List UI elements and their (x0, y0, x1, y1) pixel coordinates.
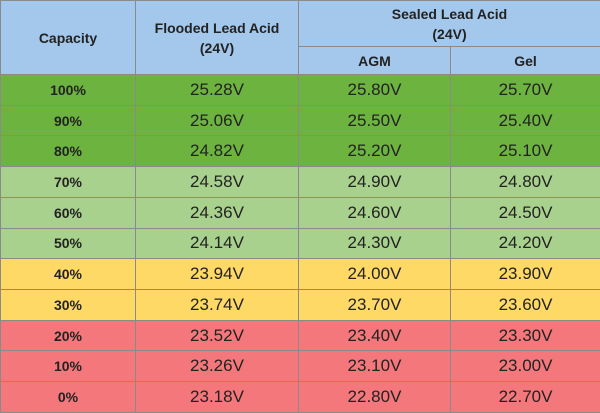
voltage-cell: 25.06V (135, 104, 299, 137)
voltage-cell: 25.80V (298, 74, 451, 106)
voltage-cell: 24.80V (449, 166, 600, 198)
table-header: Capacity Flooded Lead Acid (24V) Sealed … (0, 0, 600, 75)
voltage-cell: 24.00V (298, 258, 451, 291)
voltage-cell: 24.20V (449, 227, 600, 260)
voltage-cell: 22.70V (449, 381, 600, 413)
voltage-cell: 23.00V (449, 350, 600, 383)
capacity-cell: 80% (0, 135, 136, 168)
capacity-cell: 0% (0, 381, 136, 413)
voltage-cell: 25.50V (298, 104, 451, 137)
voltage-cell: 24.50V (449, 196, 600, 229)
capacity-cell: 100% (0, 74, 136, 106)
header-cell: Gel (449, 46, 600, 75)
header-cell: Sealed Lead Acid (24V) (297, 0, 600, 47)
voltage-cell: 23.52V (135, 319, 299, 352)
table-row: 0% 23.18V 22.80V 22.70V (0, 381, 600, 413)
voltage-cell: 23.26V (135, 350, 299, 383)
table-row: 50% 24.14V 24.30V 24.20V (0, 227, 600, 260)
voltage-cell: 24.60V (298, 196, 451, 229)
voltage-cell: 25.40V (449, 104, 600, 137)
capacity-cell: 60% (0, 196, 136, 229)
voltage-cell: 23.60V (449, 289, 600, 321)
voltage-cell: 23.74V (135, 289, 299, 321)
header-cell: Flooded Lead Acid (24V) (135, 0, 299, 75)
header-cell: AGM (298, 46, 451, 75)
capacity-cell: 90% (0, 104, 136, 137)
table-row: 40% 23.94V 24.00V 23.90V (0, 258, 600, 291)
voltage-cell: 23.30V (449, 319, 600, 352)
table-row: 60% 24.36V 24.60V 24.50V (0, 196, 600, 229)
header-row: Capacity Flooded Lead Acid (24V) Sealed … (0, 0, 600, 75)
table-row: 80% 24.82V 25.20V 25.10V (0, 135, 600, 168)
table-row: 30% 23.74V 23.70V 23.60V (0, 289, 600, 321)
voltage-cell: 22.80V (298, 381, 451, 413)
table-row: 90% 25.06V 25.50V 25.40V (0, 104, 600, 137)
voltage-cell: 23.40V (298, 319, 451, 352)
voltage-cell: 24.82V (135, 135, 299, 168)
voltage-cell: 25.70V (449, 74, 600, 106)
table-row: 70% 24.58V 24.90V 24.80V (0, 166, 600, 198)
table-row: 20% 23.52V 23.40V 23.30V (0, 319, 600, 352)
voltage-cell: 23.18V (135, 381, 299, 413)
capacity-cell: 10% (0, 350, 136, 383)
voltage-cell: 24.14V (135, 227, 299, 260)
header-cell: Capacity (0, 0, 136, 75)
table-row: 100% 25.28V 25.80V 25.70V (0, 74, 600, 106)
voltage-cell: 23.94V (135, 258, 299, 291)
voltage-cell: 24.90V (298, 166, 451, 198)
capacity-cell: 50% (0, 227, 136, 260)
voltage-cell: 24.58V (135, 166, 299, 198)
voltage-cell: 24.36V (135, 196, 299, 229)
voltage-cell: 25.28V (135, 74, 299, 106)
voltage-cell: 25.10V (449, 135, 600, 168)
voltage-cell: 25.20V (298, 135, 451, 168)
capacity-cell: 40% (0, 258, 136, 291)
capacity-cell: 30% (0, 289, 136, 321)
voltage-cell: 24.30V (298, 227, 451, 260)
capacity-cell: 20% (0, 319, 136, 352)
table-body: 100% 25.28V 25.80V 25.70V 90% 25.06V 25.50V 25.… (0, 74, 600, 413)
voltage-cell: 23.90V (449, 258, 600, 291)
voltage-cell: 23.10V (298, 350, 451, 383)
voltage-cell: 23.70V (298, 289, 451, 321)
capacity-cell: 70% (0, 166, 136, 198)
table-row: 10% 23.26V 23.10V 23.00V (0, 350, 600, 383)
